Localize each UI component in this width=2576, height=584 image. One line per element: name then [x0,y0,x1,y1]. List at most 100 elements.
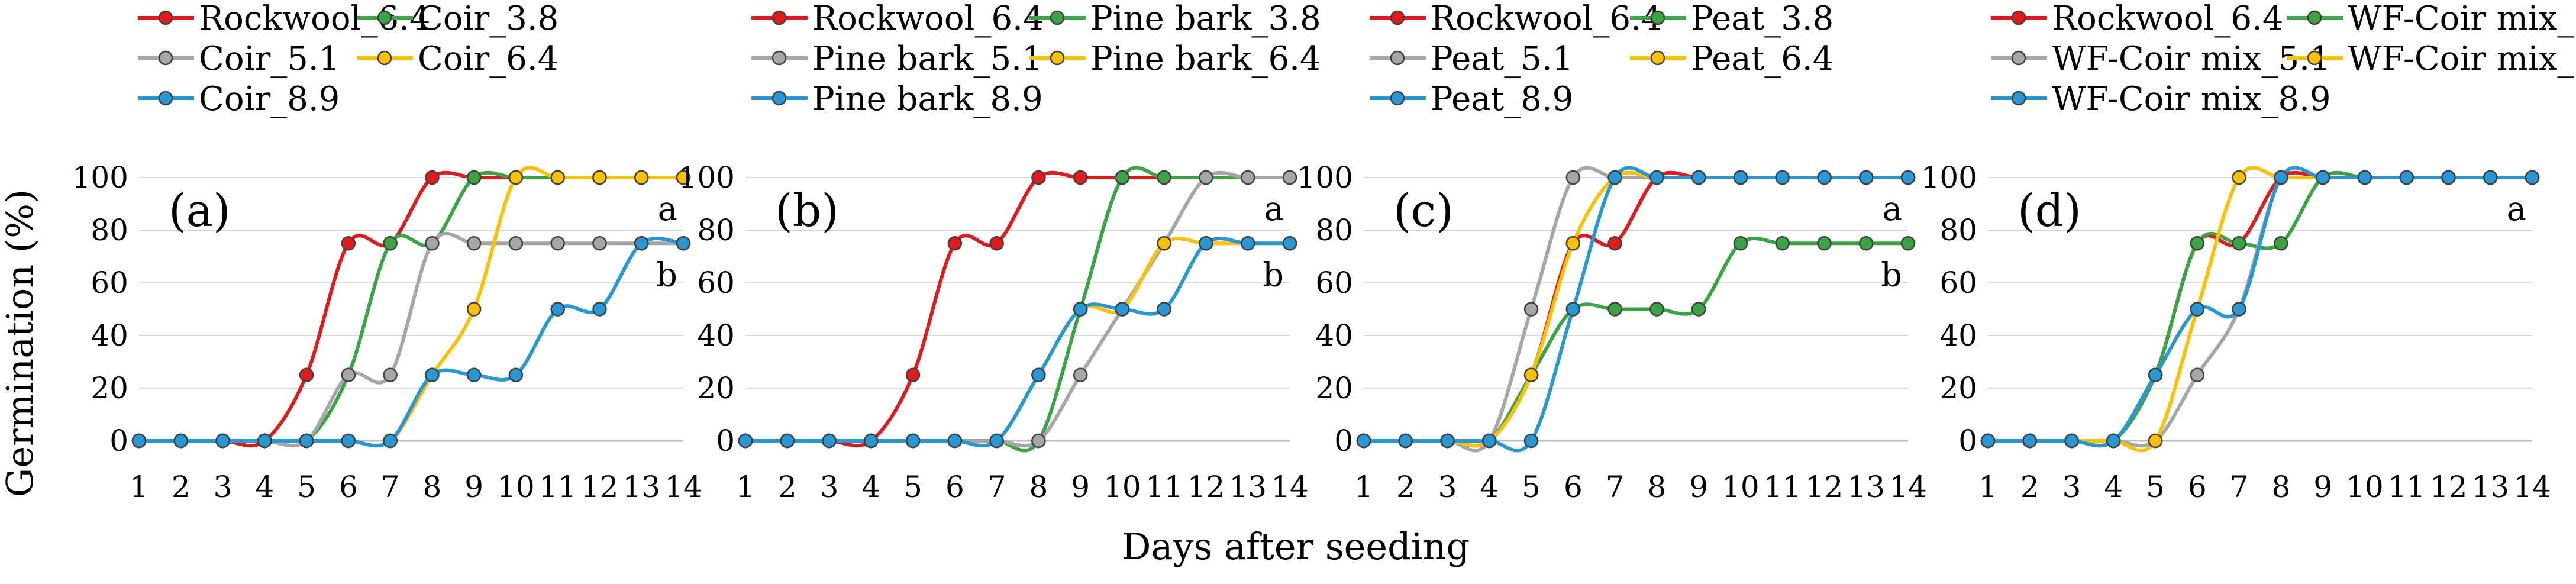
x-tick-label: 13 [1229,470,1267,504]
x-tick-label: 9 [1689,470,1708,504]
x-tick-label: 5 [2146,470,2165,504]
y-tick-label: 0 [716,424,735,458]
x-tick-label: 4 [255,470,274,504]
x-tick-label: 4 [861,470,880,504]
data-point [1115,302,1130,317]
data-point [299,367,314,382]
legend-label: WF-Coir mix_5.1 [2052,40,2331,78]
x-tick-label: 14 [2513,470,2551,504]
y-tick-label: 60 [1939,266,1977,300]
y-tick-label: 80 [697,213,735,247]
data-point [383,236,398,251]
x-tick-label: 6 [339,470,358,504]
legend-item: Pine bark_6.4 [1029,40,1321,78]
significance-letter: b [1881,256,1902,294]
x-tick-label: 9 [2313,470,2332,504]
data-point [905,367,921,382]
data-point [634,170,649,185]
legend-label: Coir_6.4 [418,40,559,78]
x-tick-label: 4 [1480,470,1499,504]
data-point [1031,433,1046,449]
x-tick-label: 2 [1396,470,1415,504]
data-point [947,433,963,449]
y-tick-label: 20 [697,371,735,405]
data-point [780,433,795,449]
legend-label: Peat_8.9 [1431,80,1573,118]
data-point [2232,302,2246,317]
data-point [989,236,1004,251]
data-point [1115,170,1130,185]
x-axis-label: Days after seeding [1122,525,1470,568]
x-tick-label: 11 [2388,470,2426,504]
y-axis-label: Germination (%) [0,189,41,497]
legend: Rockwool_6.4 Peat_3.8 Peat_5.1 Peat_6.4 Peat… [1370,0,1833,118]
data-point [508,367,524,382]
data-point [822,433,837,449]
data-point [1523,367,1539,382]
data-point [1775,236,1790,251]
y-tick-label: 80 [1939,213,1977,247]
x-tick-label: 7 [381,470,400,504]
x-tick-label: 5 [1522,470,1541,504]
data-point [550,170,565,185]
y-tick-label: 80 [91,213,128,247]
legend-marker [2307,50,2322,66]
data-point [1817,170,1832,185]
data-point [466,170,482,185]
legend-marker [771,50,787,66]
legend: Rockwool_6.4 WF-Coir mix_3.8 WF-Coir mix_5… [1991,0,2576,118]
legend-label: Peat_5.1 [1431,40,1573,78]
data-point [1649,170,1664,185]
y-tick-label: 0 [1334,424,1353,458]
x-tick-label: 2 [778,470,797,504]
data-point [2190,367,2205,382]
legend-label: Rockwool_6.4 [2052,0,2284,38]
data-point [738,433,753,449]
x-tick-label: 12 [581,470,619,504]
data-point [1733,236,1748,251]
data-point [1523,302,1539,317]
x-tick-label: 6 [2188,470,2207,504]
data-point [1733,170,1748,185]
data-point [1240,170,1255,185]
panel-label: (c) [1393,184,1454,237]
data-point [1282,236,1297,251]
legend-item: WF-Coir mix_8.9 [1991,80,2331,118]
data-point [2064,433,2079,449]
legend-label: Coir_3.8 [418,0,559,38]
data-point [947,236,963,251]
y-tick-label: 60 [697,266,735,300]
y-tick-label: 100 [72,160,128,195]
legend-label: Rockwool_6.4 [812,0,1044,38]
legend-marker [1050,10,1065,25]
data-point [676,170,691,185]
x-tick-label: 5 [297,470,316,504]
x-tick-label: 12 [2430,470,2468,504]
legend-label: Peat_3.8 [1691,0,1833,38]
data-point [2232,170,2246,185]
x-tick-label: 8 [2271,470,2290,504]
panel-label: (a) [169,184,231,237]
legend-label: WF-Coir mix_8.9 [2052,80,2331,118]
legend-label: Pine bark_5.1 [812,40,1043,78]
legend-item: Peat_8.9 [1370,80,1573,118]
data-point [131,433,147,449]
x-tick-label: 6 [1564,470,1583,504]
x-tick-label: 9 [464,470,483,504]
significance-letter: a [1883,190,1902,228]
data-point [1523,433,1539,449]
legend-marker [1650,10,1665,25]
legend-item: Coir_8.9 [138,80,340,118]
data-point [1691,302,1706,317]
data-point [341,433,356,449]
data-point [864,433,879,449]
data-point [1607,170,1622,185]
data-point [1607,302,1622,317]
data-point [2483,170,2498,185]
